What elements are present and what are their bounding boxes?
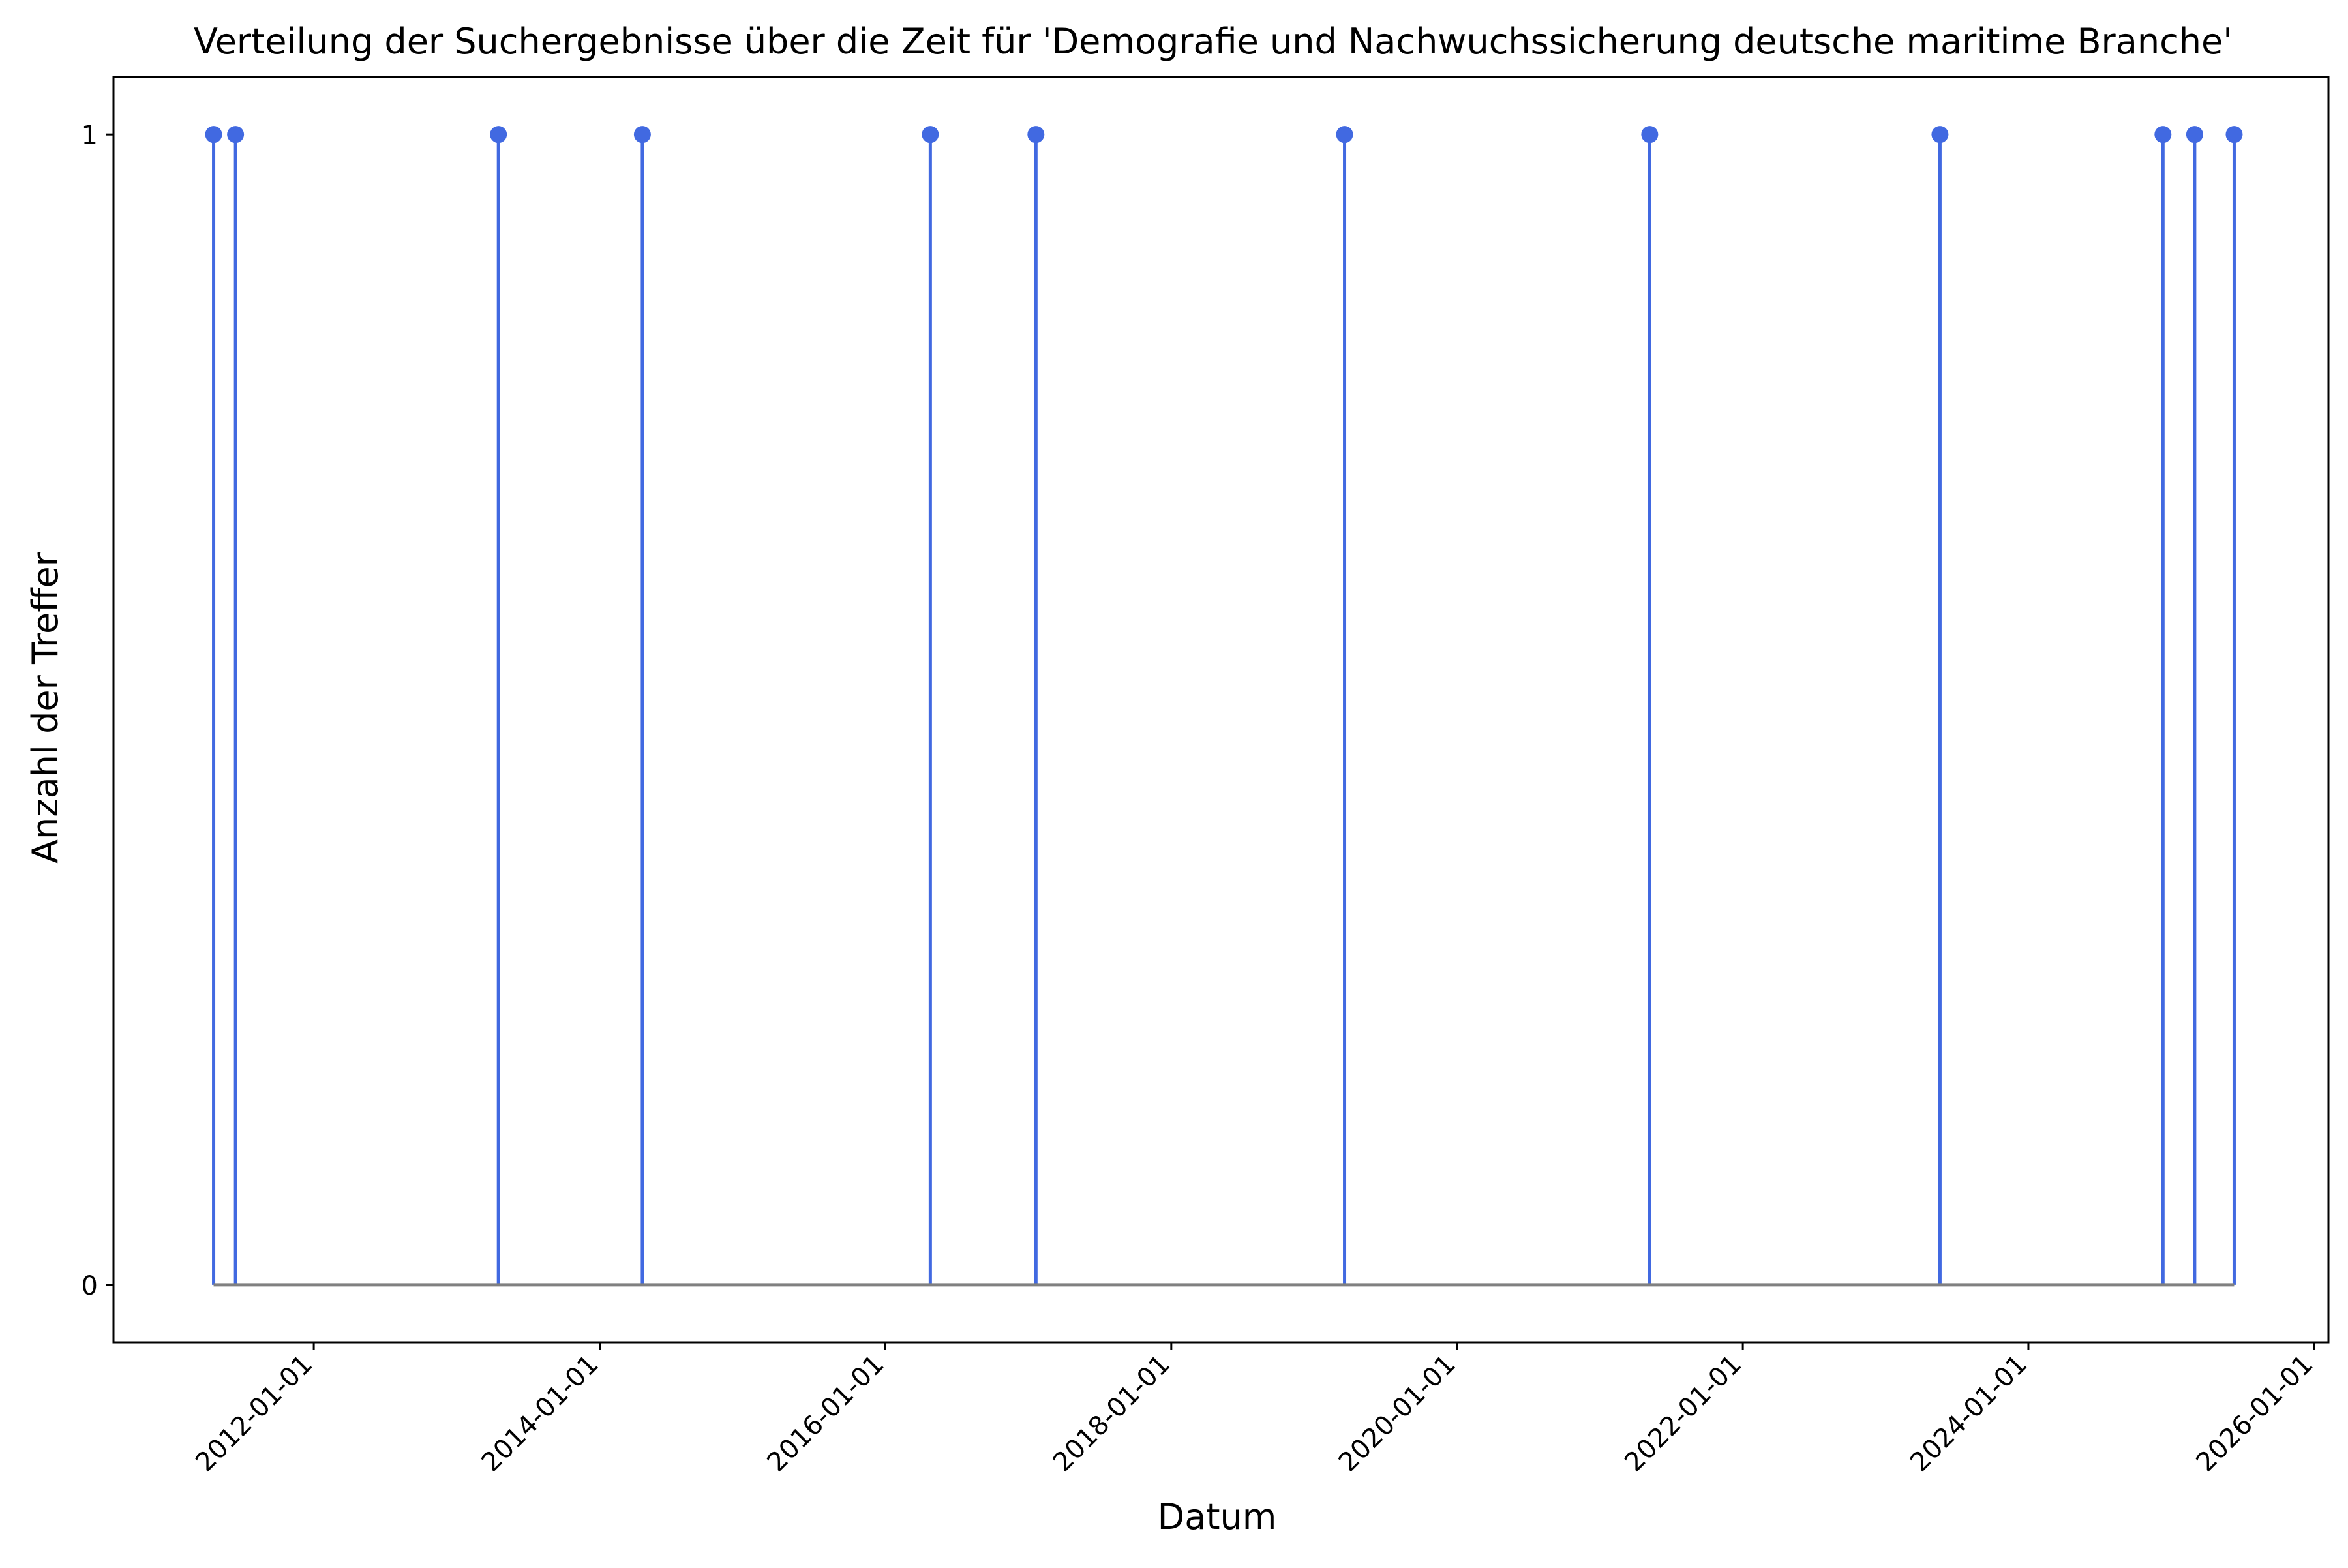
data-point-marker <box>633 126 651 143</box>
data-point-marker <box>205 126 222 143</box>
data-point-marker <box>2154 126 2172 143</box>
data-point-marker <box>1336 126 1353 143</box>
data-point-marker <box>1027 126 1045 143</box>
y-tick-label: 0 <box>82 1271 98 1301</box>
x-axis-label: Datum <box>1158 1496 1277 1537</box>
data-point-marker <box>1641 126 1659 143</box>
plot-frame <box>112 76 2330 1344</box>
chart-title: Verteilung der Suchergebnisse über die Z… <box>194 21 2233 62</box>
y-tick-label: 1 <box>82 121 98 151</box>
y-axis-label: Anzahl der Treffer <box>25 551 66 864</box>
data-point-marker <box>1931 126 1949 143</box>
data-point-marker <box>490 126 507 143</box>
data-point-marker <box>227 126 245 143</box>
data-point-marker <box>922 126 939 143</box>
data-point-marker <box>2225 126 2243 143</box>
data-point-marker <box>2186 126 2203 143</box>
